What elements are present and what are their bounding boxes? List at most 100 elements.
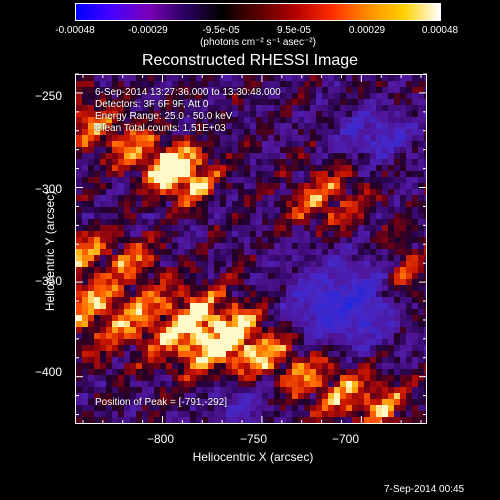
heatmap-cell <box>184 351 190 357</box>
heatmap-cell <box>304 171 310 177</box>
heatmap-cell <box>136 171 142 177</box>
heatmap-cell <box>322 195 328 201</box>
heatmap-cell <box>136 177 142 183</box>
heatmap-cell <box>106 81 112 87</box>
heatmap-cell <box>214 141 220 147</box>
heatmap-cell <box>370 273 376 279</box>
heatmap-cell <box>322 375 328 381</box>
heatmap-cell <box>316 171 322 177</box>
heatmap-cell <box>166 321 172 327</box>
heatmap-cell <box>244 93 250 99</box>
heatmap-cell <box>76 303 82 309</box>
heatmap-cell <box>190 243 196 249</box>
heatmap-cell <box>100 291 106 297</box>
heatmap-cell <box>304 393 310 399</box>
heatmap-cell <box>298 75 304 81</box>
heatmap-cell <box>202 141 208 147</box>
heatmap-cell <box>352 111 358 117</box>
heatmap-cell <box>250 345 256 351</box>
heatmap-cell <box>262 225 268 231</box>
heatmap-cell <box>172 225 178 231</box>
heatmap-cell <box>388 117 394 123</box>
heatmap-cell <box>172 177 178 183</box>
heatmap-cell <box>142 159 148 165</box>
heatmap-cell <box>352 255 358 261</box>
heatmap-cell <box>382 177 388 183</box>
heatmap-cell <box>310 189 316 195</box>
heatmap-cell <box>304 219 310 225</box>
heatmap-cell <box>352 123 358 129</box>
heatmap-cell <box>226 189 232 195</box>
heatmap-cell <box>220 333 226 339</box>
heatmap-cell <box>112 339 118 345</box>
heatmap-cell <box>190 261 196 267</box>
heatmap-cell <box>172 87 178 93</box>
heatmap-cell <box>334 171 340 177</box>
heatmap-cell <box>232 171 238 177</box>
heatmap-cell <box>232 165 238 171</box>
heatmap-cell <box>400 375 406 381</box>
heatmap-cell <box>166 207 172 213</box>
heatmap-cell <box>202 231 208 237</box>
heatmap-cell <box>82 87 88 93</box>
heatmap-cell <box>130 381 136 387</box>
heatmap-cell <box>304 177 310 183</box>
heatmap-cell <box>370 291 376 297</box>
heatmap-cell <box>322 333 328 339</box>
heatmap-cell <box>106 243 112 249</box>
heatmap-cell <box>76 285 82 291</box>
heatmap-cell <box>400 225 406 231</box>
heatmap-cell <box>400 261 406 267</box>
heatmap-cell <box>118 297 124 303</box>
heatmap-cell <box>310 99 316 105</box>
heatmap-cell <box>82 213 88 219</box>
heatmap-cell <box>94 207 100 213</box>
heatmap-cell <box>304 267 310 273</box>
heatmap-cell <box>298 291 304 297</box>
heatmap-cell <box>364 159 370 165</box>
heatmap-cell <box>232 147 238 153</box>
heatmap-cell <box>340 81 346 87</box>
heatmap-cell <box>154 81 160 87</box>
heatmap-cell <box>304 183 310 189</box>
heatmap-cell <box>196 189 202 195</box>
heatmap-cell <box>340 351 346 357</box>
heatmap-cell <box>118 81 124 87</box>
heatmap-cell <box>394 243 400 249</box>
heatmap-cell <box>250 219 256 225</box>
heatmap-cell <box>424 357 426 363</box>
heatmap-cell <box>400 243 406 249</box>
heatmap-cell <box>136 165 142 171</box>
heatmap-cell <box>310 195 316 201</box>
heatmap-cell <box>274 285 280 291</box>
heatmap-cell <box>346 219 352 225</box>
heatmap-cell <box>238 417 244 423</box>
heatmap-cell <box>106 195 112 201</box>
heatmap-cell <box>238 219 244 225</box>
heatmap-cell <box>262 219 268 225</box>
heatmap-cell <box>274 189 280 195</box>
heatmap-cell <box>202 363 208 369</box>
heatmap-cell <box>418 201 424 207</box>
heatmap-cell <box>166 261 172 267</box>
heatmap-cell <box>322 315 328 321</box>
heatmap-cell <box>406 129 412 135</box>
heatmap-cell <box>166 315 172 321</box>
heatmap-cell <box>256 105 262 111</box>
heatmap-cell <box>232 339 238 345</box>
heatmap-cell <box>214 345 220 351</box>
heatmap-cell <box>394 87 400 93</box>
heatmap-cell <box>346 117 352 123</box>
heatmap-cell <box>310 207 316 213</box>
heatmap-cell <box>310 105 316 111</box>
heatmap-cell <box>370 399 376 405</box>
heatmap-cell <box>268 255 274 261</box>
heatmap-cell <box>232 231 238 237</box>
heatmap-cell <box>334 393 340 399</box>
heatmap-cell <box>226 399 232 405</box>
heatmap-cell <box>148 411 154 417</box>
heatmap-cell <box>274 423 280 424</box>
heatmap-cell <box>136 195 142 201</box>
heatmap-cell <box>196 117 202 123</box>
heatmap-cell <box>316 381 322 387</box>
